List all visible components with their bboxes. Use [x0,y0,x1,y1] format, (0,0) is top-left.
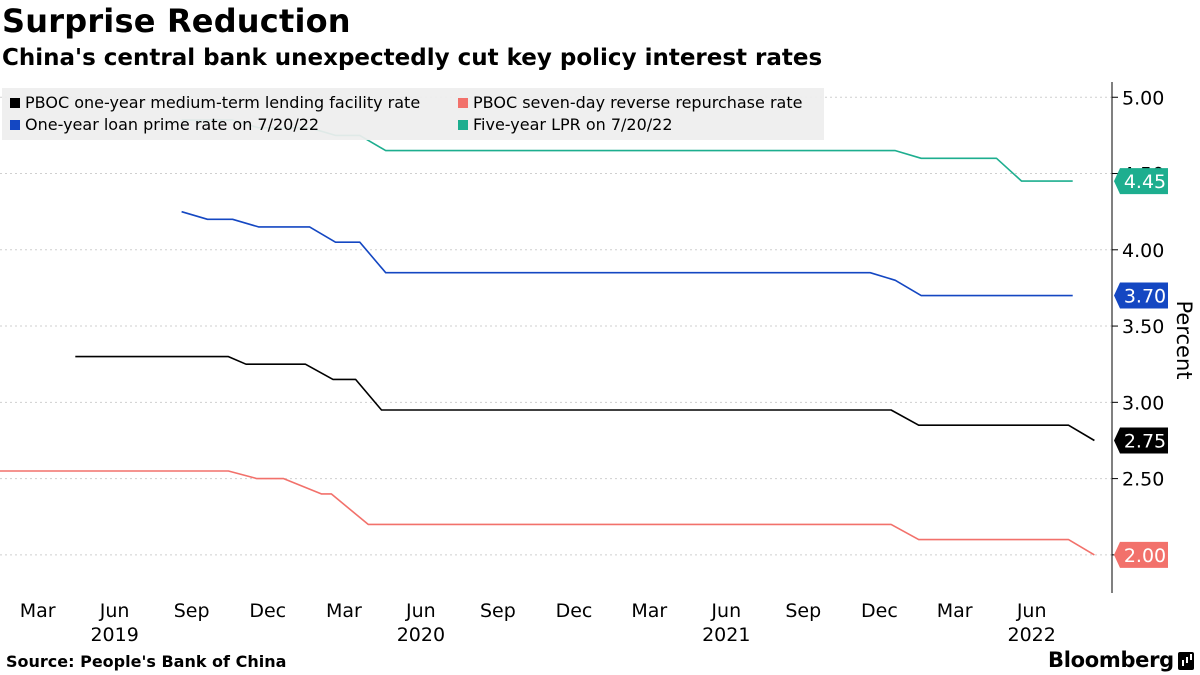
x-tick-label: Sep [785,600,821,622]
x-tick-label: Dec [861,600,898,622]
axes: 2.002.503.003.504.004.505.00PercentMarJu… [20,82,1196,646]
end-value-label: 2.75 [1124,430,1166,452]
gridlines [0,96,1112,556]
legend-swatch [458,120,468,130]
end-value-label: 3.70 [1124,286,1166,308]
bar-chart-icon [1178,652,1194,670]
x-tick-label: Jun [710,600,741,622]
x-tick-label: Mar [631,600,667,622]
legend-box [2,88,824,140]
x-tick-label: Jun [99,600,130,622]
y-tick-label: 2.50 [1122,469,1164,491]
series-lines [0,119,1095,556]
bloomberg-logo: Bloomberg [1048,648,1174,672]
x-tick-label: Mar [326,600,362,622]
chart-title: Surprise Reduction [2,2,351,40]
x-tick-label: Sep [480,600,516,622]
legend-swatch [10,120,20,130]
end-value-tag [1114,427,1168,454]
legend-swatch [10,98,20,108]
legend-label: Five-year LPR on 7/20/22 [473,115,673,134]
y-axis-label: Percent [1172,300,1196,379]
x-year-label: 2021 [702,624,750,646]
x-year-label: 2020 [397,624,445,646]
x-tick-label: Mar [937,600,973,622]
x-tick-label: Mar [20,600,56,622]
y-tick-label: 3.00 [1122,392,1164,414]
legend-swatch [458,98,468,108]
x-year-label: 2019 [90,624,138,646]
end-value-labels: 2.75 2.00 3.70 4.45 [1114,168,1168,568]
legend-label: PBOC seven-day reverse repurchase rate [473,93,802,112]
y-tick-label: 5.00 [1122,87,1164,109]
end-value-tag [1114,282,1168,309]
legend: PBOC one-year medium-term lending facili… [2,88,824,140]
x-year-label: 2022 [1007,624,1055,646]
legend-label: One-year loan prime rate on 7/20/22 [25,115,319,134]
end-value-tag [1114,541,1168,568]
chart-subtitle: China's central bank unexpectedly cut ke… [2,45,823,71]
end-value-label: 4.45 [1124,171,1166,193]
legend-label: PBOC one-year medium-term lending facili… [25,93,420,112]
series-line [0,470,1095,556]
series-line [181,210,1073,297]
x-tick-label: Jun [405,600,436,622]
end-value-tag [1114,168,1168,195]
x-tick-label: Sep [174,600,210,622]
end-value-label: 2.00 [1124,545,1166,567]
x-tick-label: Dec [556,600,593,622]
x-tick-label: Dec [249,600,286,622]
series-line [75,355,1095,442]
x-tick-label: Jun [1016,600,1047,622]
source-note: Source: People's Bank of China [6,652,287,671]
y-tick-label: 3.50 [1122,316,1164,338]
y-tick-label: 4.00 [1122,240,1164,262]
